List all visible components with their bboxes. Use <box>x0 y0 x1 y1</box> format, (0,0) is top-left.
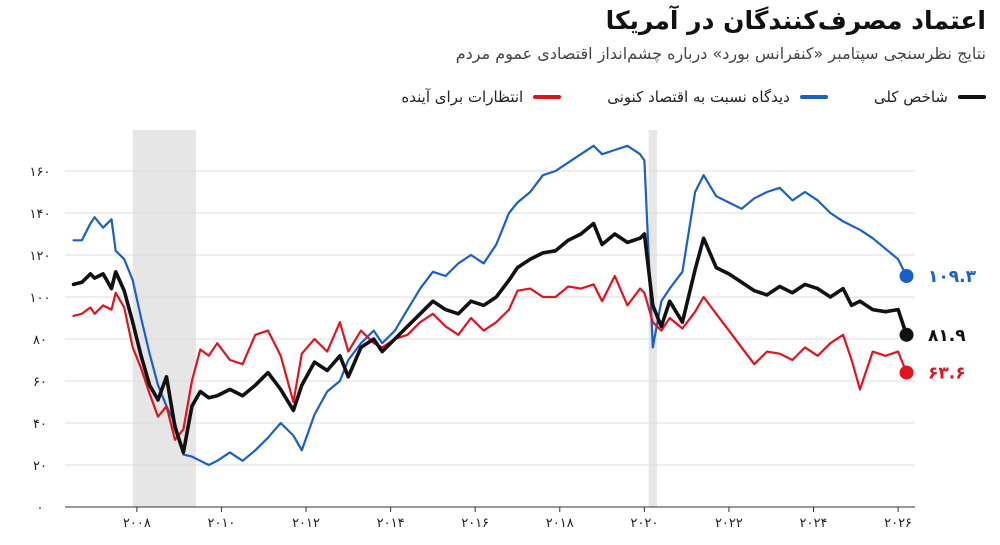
x-tick-label-3: ۲۰۱۴ <box>377 516 405 531</box>
x-tick-label-7: ۲۰۲۲ <box>715 516 743 531</box>
x-tick-label-6: ۲۰۲۰ <box>630 516 658 531</box>
legend: شاخص کلی دیدگاه نسبت به اقتصاد کنونی انت… <box>401 88 986 106</box>
y-tick-label-6: ۱۲۰ <box>30 249 51 264</box>
legend-swatch-present <box>799 95 828 99</box>
legend-item-overall: شاخص کلی <box>874 88 986 106</box>
series-line-overall <box>71 221 909 455</box>
y-tick-label-3: ۶۰ <box>33 375 47 390</box>
legend-label-expectations: انتظارات برای آینده <box>401 88 524 106</box>
end-point-present <box>899 269 914 283</box>
y-tick-label-2: ۴۰ <box>33 417 47 432</box>
legend-label-overall: شاخص کلی <box>873 88 948 106</box>
legend-item-present: دیدگاه نسبت به اقتصاد کنونی <box>607 88 828 106</box>
y-tick-label-5: ۱۰۰ <box>30 291 51 306</box>
y-tick-label-8: ۱۶۰ <box>30 165 51 180</box>
legend-swatch-expectations <box>533 95 562 99</box>
series-line-expectations <box>72 274 908 441</box>
x-tick-label-1: ۲۰۱۰ <box>207 516 235 531</box>
page-subtitle: نتایج نظرسنجی سپتامبر «کنفرانس بورد» درب… <box>455 44 986 63</box>
y-tick-label-4: ۸۰ <box>33 333 47 348</box>
legend-swatch-overall <box>958 95 986 99</box>
series-line-present <box>72 144 908 467</box>
y-tick-label-7: ۱۴۰ <box>30 207 51 222</box>
x-tick-label-8: ۲۰۲۴ <box>800 516 828 531</box>
end-label-present: ۱۰۹.۳ <box>928 267 977 287</box>
end-label-expectations: ۶۳.۶ <box>928 364 966 384</box>
x-tick-label-4: ۲۰۱۶ <box>461 516 489 531</box>
end-point-overall <box>899 327 914 342</box>
legend-item-expectations: انتظارات برای آینده <box>401 88 562 106</box>
legend-label-present: دیدگاه نسبت به اقتصاد کنونی <box>607 88 790 106</box>
x-tick-label-0: ۲۰۰۸ <box>123 516 151 531</box>
x-tick-label-5: ۲۰۱۸ <box>546 516 574 531</box>
end-label-overall: ۸۱.۹ <box>928 326 966 346</box>
x-tick-label-9: ۲۰۲۶ <box>884 516 912 531</box>
y-tick-label-0: ۰ <box>37 501 44 516</box>
x-tick-label-2: ۲۰۱۲ <box>292 516 320 531</box>
page-title: اعتماد مصرف‌کنندگان در آمریکا <box>605 6 986 35</box>
y-tick-label-1: ۲۰ <box>33 459 47 474</box>
end-point-expectations <box>899 365 914 380</box>
